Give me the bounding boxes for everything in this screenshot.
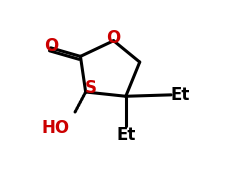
Text: Et: Et [170,86,189,104]
Text: S: S [85,79,97,97]
Text: HO: HO [41,119,69,137]
Text: O: O [106,29,121,47]
Text: Et: Et [116,126,135,144]
Text: O: O [44,37,58,55]
